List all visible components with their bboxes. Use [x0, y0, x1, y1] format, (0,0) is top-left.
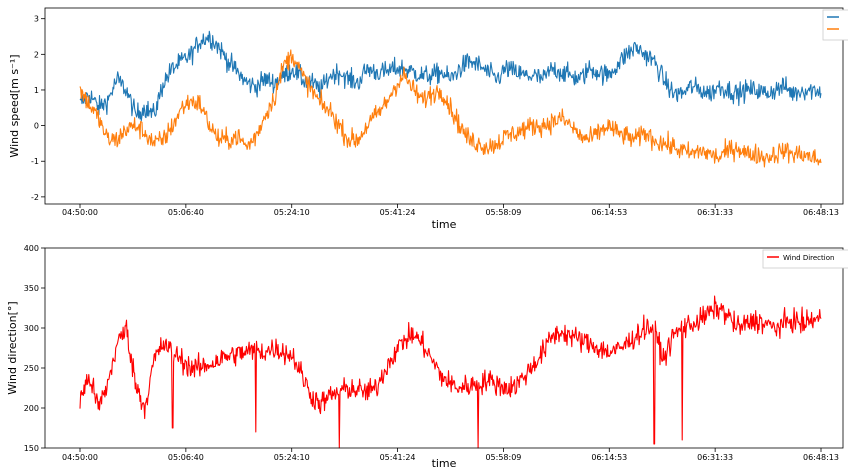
y-tick-label: 400 — [24, 244, 39, 253]
x-tick-label: 06:14:53 — [591, 453, 627, 462]
legend: Wind Direction — [762, 249, 848, 269]
chart-1: 3 2 1 0 -1 -2 04:50:00 05:06:40 05:24:10 05:41:24… — [8, 7, 848, 231]
x-tick-label: 06:14:53 — [591, 208, 627, 217]
plot-frame — [44, 7, 844, 205]
x-tick-label: 05:58:09 — [485, 208, 521, 217]
x-tick-label: 04:50:00 — [62, 208, 98, 217]
y-tick-label: 300 — [24, 324, 39, 333]
x-tick-label: 05:06:40 — [168, 453, 204, 462]
legend-box — [762, 249, 848, 269]
x-tick-label: 05:41:24 — [380, 453, 416, 462]
x-tick-label: 06:48:13 — [803, 453, 839, 462]
y-axis-label: Wind direction[°] — [6, 301, 19, 394]
series-line-1 — [79, 295, 822, 449]
plot-frame — [44, 247, 844, 449]
x-tick-label: 04:50:00 — [62, 453, 98, 462]
x-axis-label: time — [432, 457, 457, 470]
y-axis-label: Wind speed[m s⁻¹] — [8, 54, 21, 157]
y-tick-label: 150 — [24, 444, 39, 453]
x-tick-label: 05:41:24 — [380, 208, 416, 217]
y-tick-label: -1 — [31, 157, 39, 166]
series-line-1 — [79, 30, 822, 122]
x-tick-label: 05:58:09 — [485, 453, 521, 462]
y-tick-label: 350 — [24, 284, 39, 293]
x-axis-label: time — [432, 218, 457, 231]
x-tick-label: 05:06:40 — [168, 208, 204, 217]
legend — [822, 9, 848, 41]
y-tick-label: 1 — [34, 86, 39, 95]
legend-box — [822, 9, 848, 41]
series-line-2 — [79, 49, 822, 168]
x-tick-label: 05:24:10 — [274, 453, 310, 462]
y-tick-label: 250 — [24, 364, 39, 373]
y-tick-label: 2 — [34, 50, 39, 59]
x-tick-label: 06:48:13 — [803, 208, 839, 217]
y-tick-label: 200 — [24, 404, 39, 413]
chart-2: 400 350 300 250 200 150 04:50:00 05:06:40 05:24:… — [6, 244, 848, 470]
x-tick-label: 05:24:10 — [274, 208, 310, 217]
y-tick-label: 3 — [34, 15, 39, 24]
legend-label-1: Wind Direction — [783, 254, 834, 262]
y-tick-label: -2 — [31, 193, 39, 202]
y-tick-label: 0 — [34, 122, 39, 131]
x-tick-label: 06:31:33 — [697, 208, 733, 217]
x-tick-label: 06:31:33 — [697, 453, 733, 462]
